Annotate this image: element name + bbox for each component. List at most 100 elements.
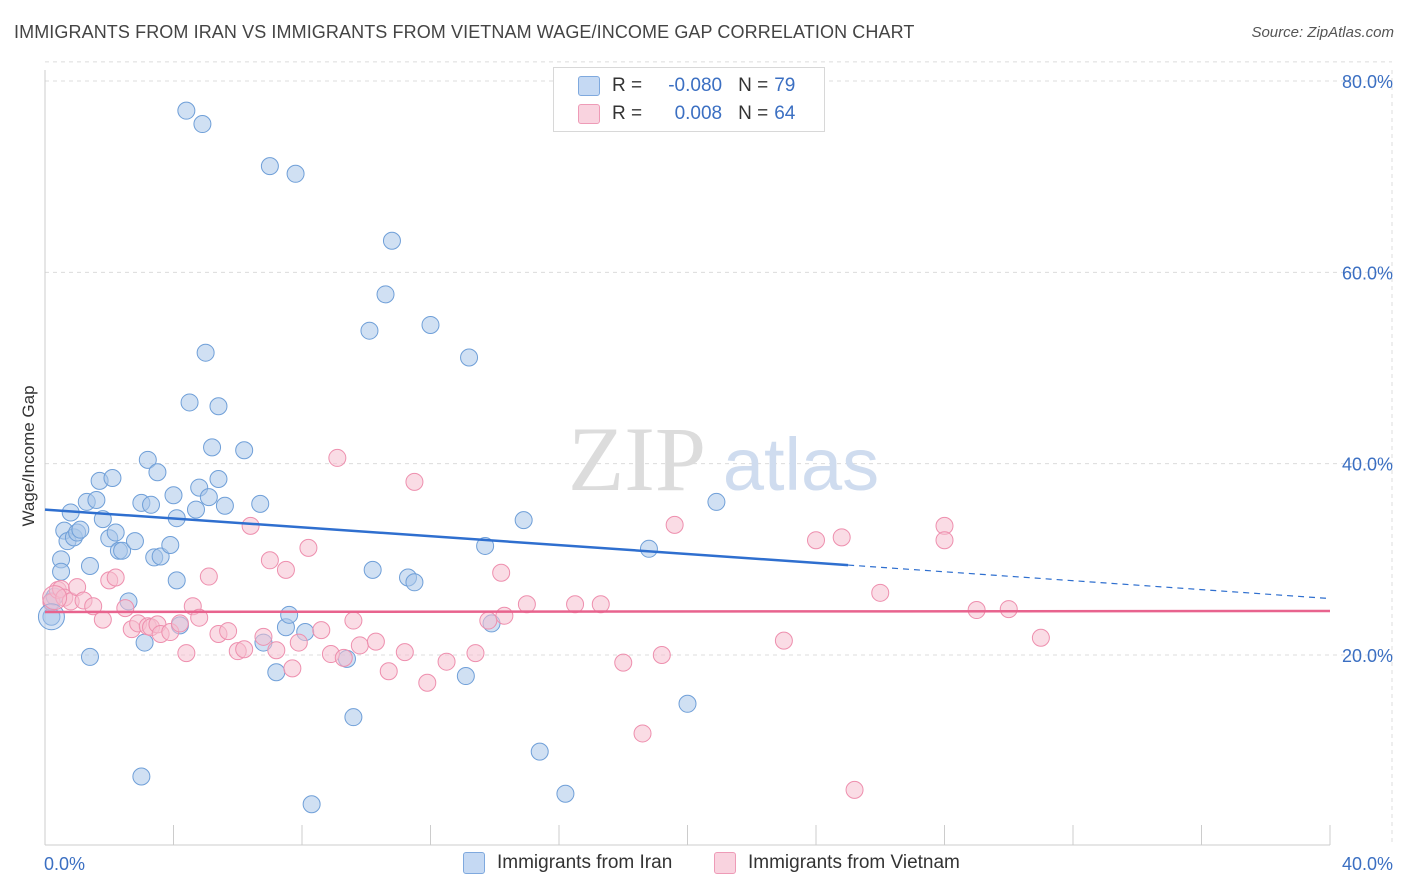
data-point (312, 621, 331, 640)
data-point (633, 724, 652, 743)
watermark-zip: ZIP (568, 408, 706, 510)
n-value: 64 (774, 103, 796, 124)
data-point (363, 560, 382, 579)
data-point (125, 532, 144, 551)
watermark-atlas: atlas (723, 423, 879, 506)
data-point (566, 595, 585, 614)
data-point (591, 595, 610, 614)
grid-lines (45, 61, 1393, 845)
trend-line-vietnam (44, 609, 1331, 614)
data-point (42, 585, 68, 611)
data-point (665, 515, 684, 534)
data-point (71, 520, 90, 539)
data-point (80, 647, 99, 666)
n-value: 79 (774, 75, 796, 96)
data-point (260, 551, 279, 570)
legend-row-iran: R = -0.080 N = 79 (578, 73, 795, 99)
data-point (241, 516, 260, 535)
data-point (492, 563, 511, 582)
data-point (106, 523, 125, 542)
data-point (199, 567, 218, 586)
n-label: N = (738, 75, 769, 96)
data-point (871, 583, 890, 602)
data-point (466, 644, 485, 663)
r-label: R = (612, 75, 643, 96)
data-point (707, 492, 726, 511)
data-point (190, 608, 209, 627)
data-point (276, 560, 295, 579)
data-point (289, 633, 308, 652)
data-point (366, 632, 385, 651)
data-point (177, 644, 196, 663)
data-point (251, 494, 270, 513)
data-point (135, 633, 154, 652)
data-point (87, 491, 106, 510)
data-point (845, 780, 864, 799)
data-point (350, 636, 369, 655)
trend-lines (44, 508, 1331, 614)
data-point (235, 441, 254, 460)
data-point (142, 495, 161, 514)
y-tick-label: 20.0% (1342, 646, 1393, 666)
data-point (167, 571, 186, 590)
data-point (479, 611, 498, 630)
legend-item-iran[interactable]: Immigrants from Iran (463, 852, 672, 874)
y-tick-label: 40.0% (1342, 455, 1393, 475)
data-point (437, 652, 456, 671)
series-legend: Immigrants from Iran Immigrants from Vie… (0, 850, 1406, 880)
data-point (151, 547, 170, 566)
data-point (196, 343, 215, 362)
data-point (170, 614, 189, 633)
r-value: 0.008 (674, 103, 723, 124)
axes (44, 70, 1331, 846)
legend-item-vietnam[interactable]: Immigrants from Vietnam (714, 852, 960, 874)
data-point (199, 488, 218, 507)
data-point (267, 663, 286, 682)
data-point (193, 115, 212, 134)
data-point (106, 568, 125, 587)
data-point (161, 535, 180, 554)
data-point (84, 597, 103, 616)
data-point (418, 673, 437, 692)
data-point (376, 285, 395, 304)
data-point (652, 646, 671, 664)
data-point (215, 496, 234, 515)
legend-label-vietnam: Immigrants from Vietnam (748, 852, 960, 873)
data-point (514, 511, 533, 530)
iran-legend-swatch (463, 852, 485, 874)
data-point (148, 463, 167, 482)
legend-row-vietnam: R = 0.008 N = 64 (578, 101, 795, 127)
chart-title: IMMIGRANTS FROM IRAN VS IMMIGRANTS FROM … (14, 22, 915, 42)
data-point (302, 795, 321, 814)
data-point (517, 595, 536, 614)
data-point (283, 659, 302, 678)
y-tick-label: 80.0% (1342, 72, 1393, 92)
data-point (344, 611, 363, 630)
x-tick-label: 40.0% (1342, 854, 1393, 874)
data-point (280, 605, 299, 624)
watermark: ZIP atlas (568, 408, 879, 510)
r-label: R = (612, 103, 643, 124)
data-point (328, 448, 347, 467)
data-point (286, 164, 305, 183)
data-point (334, 648, 353, 667)
legend-label-iran: Immigrants from Iran (497, 852, 673, 873)
data-point (138, 450, 157, 469)
data-point (186, 500, 205, 519)
data-point (219, 622, 238, 641)
data-point (209, 469, 228, 488)
data-point (832, 528, 851, 547)
data-point (180, 393, 199, 412)
data-point (260, 157, 279, 176)
vietnam-legend-swatch (714, 852, 736, 874)
data-point (456, 667, 475, 686)
data-point (678, 694, 697, 713)
data-point (639, 539, 658, 558)
tick-labels: 20.0% 40.0% 60.0% 80.0% 0.0% 40.0% (44, 72, 1393, 874)
data-point (203, 438, 222, 457)
data-point (164, 486, 183, 505)
data-point (116, 599, 135, 618)
x-tick-label: 0.0% (44, 854, 85, 874)
source-credit: Source: ZipAtlas.com (1251, 24, 1394, 41)
